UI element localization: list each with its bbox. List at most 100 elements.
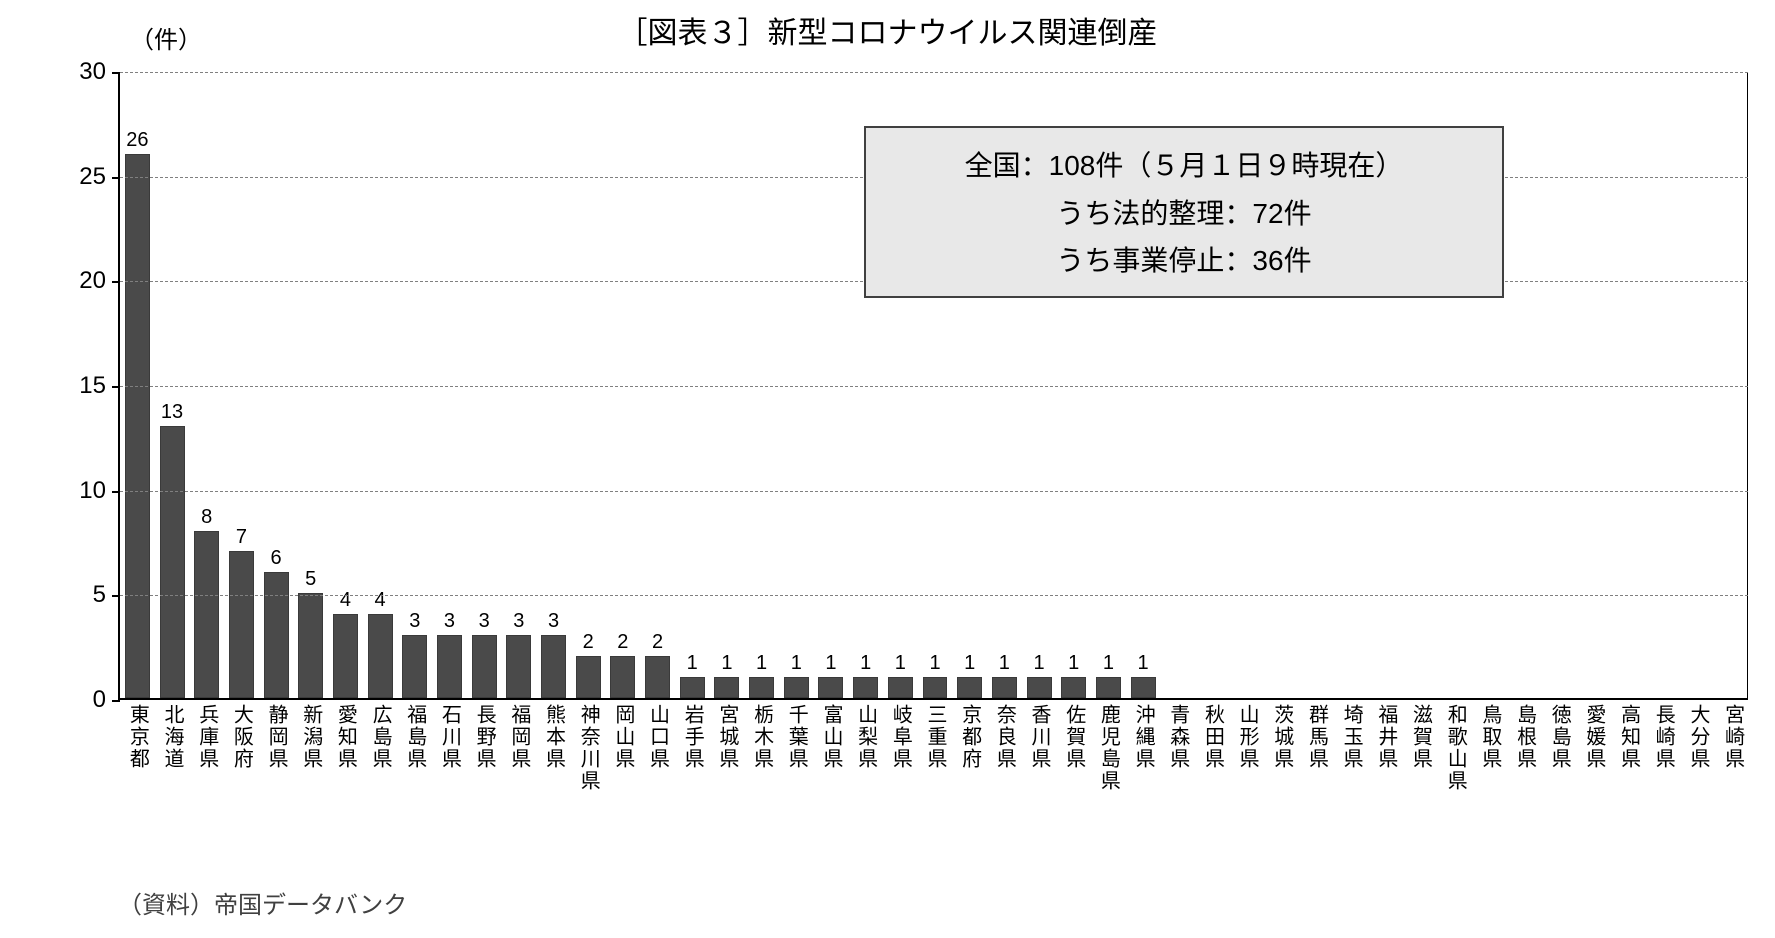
bar-value-label: 4 [360,589,400,612]
y-tick [112,700,120,702]
category-label: 鳥取県 [1480,704,1500,770]
bar [472,635,497,698]
category-label: 奈良県 [994,704,1014,770]
bar [541,635,566,698]
category-label: 静岡県 [266,704,286,770]
bar [610,656,635,698]
category-label: 群馬県 [1306,704,1326,770]
bar [194,531,219,698]
category-label: 石川県 [439,704,459,770]
category-label: 山口県 [648,704,668,770]
category-label: 京都府 [960,704,980,770]
category-label: 千葉県 [786,704,806,770]
bar-value-label: 7 [221,526,261,549]
category-label: 和歌山県 [1445,704,1465,792]
info-line-halted: うち事業停止：36件 [892,237,1476,285]
category-label: 愛知県 [335,704,355,770]
category-label: 滋賀県 [1411,704,1431,770]
category-label: 佐賀県 [1064,704,1084,770]
bar [1131,677,1156,698]
bar [853,677,878,698]
y-tick [112,177,120,179]
gridline [120,72,1748,73]
bar-value-label: 5 [291,568,331,591]
category-label: 東京都 [127,704,147,770]
info-line-total: 全国：108件（５月１日９時現在） [892,142,1476,190]
bar [160,426,185,698]
bar [229,551,254,698]
bar-value-label: 13 [152,401,192,424]
category-label: 大分県 [1688,704,1708,770]
chart-container: ［図表３］新型コロナウイルス関連倒産 （件） 26東京都13北海道8兵庫県7大阪… [0,0,1775,938]
info-box: 全国：108件（５月１日９時現在） うち法的整理：72件 うち事業停止：36件 [864,126,1504,298]
y-tick [112,72,120,74]
category-label: 神奈川県 [578,704,598,792]
bar-value-label: 1 [1123,652,1163,675]
category-label: 岡山県 [613,704,633,770]
bar [402,635,427,698]
bar [1061,677,1086,698]
category-label: 鹿児島県 [1098,704,1118,792]
bar [437,635,462,698]
y-tick-label: 20 [79,267,106,295]
bar [957,677,982,698]
bar [680,677,705,698]
bar [784,677,809,698]
category-label: 島根県 [1515,704,1535,770]
bar-value-label: 26 [117,129,157,152]
category-label: 新潟県 [301,704,321,770]
category-label: 青森県 [1168,704,1188,770]
category-label: 茨城県 [1272,704,1292,770]
bar [506,635,531,698]
info-line-legal: うち法的整理：72件 [892,190,1476,238]
bar [749,677,774,698]
y-tick-label: 30 [79,58,106,86]
bar [645,656,670,698]
category-label: 宮崎県 [1723,704,1743,770]
bar [1096,677,1121,698]
category-label: 兵庫県 [197,704,217,770]
y-tick [112,281,120,283]
category-label: 徳島県 [1549,704,1569,770]
category-label: 香川県 [1029,704,1049,770]
y-axis-unit-label: （件） [130,20,202,55]
category-label: 宮城県 [717,704,737,770]
bar [714,677,739,698]
gridline [120,491,1748,492]
category-label: 岩手県 [682,704,702,770]
y-tick-label: 15 [79,372,106,400]
y-tick-label: 25 [79,163,106,191]
bar [125,154,150,698]
category-label: 秋田県 [1202,704,1222,770]
bar [888,677,913,698]
y-tick [112,491,120,493]
bar [1027,677,1052,698]
category-label: 福島県 [405,704,425,770]
category-label: 富山県 [821,704,841,770]
y-tick-label: 10 [79,477,106,505]
bar-value-label: 2 [638,631,678,654]
category-label: 長野県 [474,704,494,770]
category-label: 栃木県 [752,704,772,770]
bar [923,677,948,698]
bar [298,593,323,698]
bar [992,677,1017,698]
y-tick [112,595,120,597]
gridline [120,595,1748,596]
category-label: 山形県 [1237,704,1257,770]
category-label: 福岡県 [509,704,529,770]
category-label: 高知県 [1619,704,1639,770]
category-label: 福井県 [1376,704,1396,770]
bar [264,572,289,698]
category-label: 広島県 [370,704,390,770]
chart-title: ［図表３］新型コロナウイルス関連倒産 [0,8,1775,52]
bar [818,677,843,698]
category-label: 沖縄県 [1133,704,1153,770]
category-label: 愛媛県 [1584,704,1604,770]
category-label: 大阪府 [231,704,251,770]
y-tick-label: 0 [93,686,106,714]
bar [576,656,601,698]
category-label: 長崎県 [1653,704,1673,770]
y-tick [112,386,120,388]
y-tick-label: 5 [93,581,106,609]
